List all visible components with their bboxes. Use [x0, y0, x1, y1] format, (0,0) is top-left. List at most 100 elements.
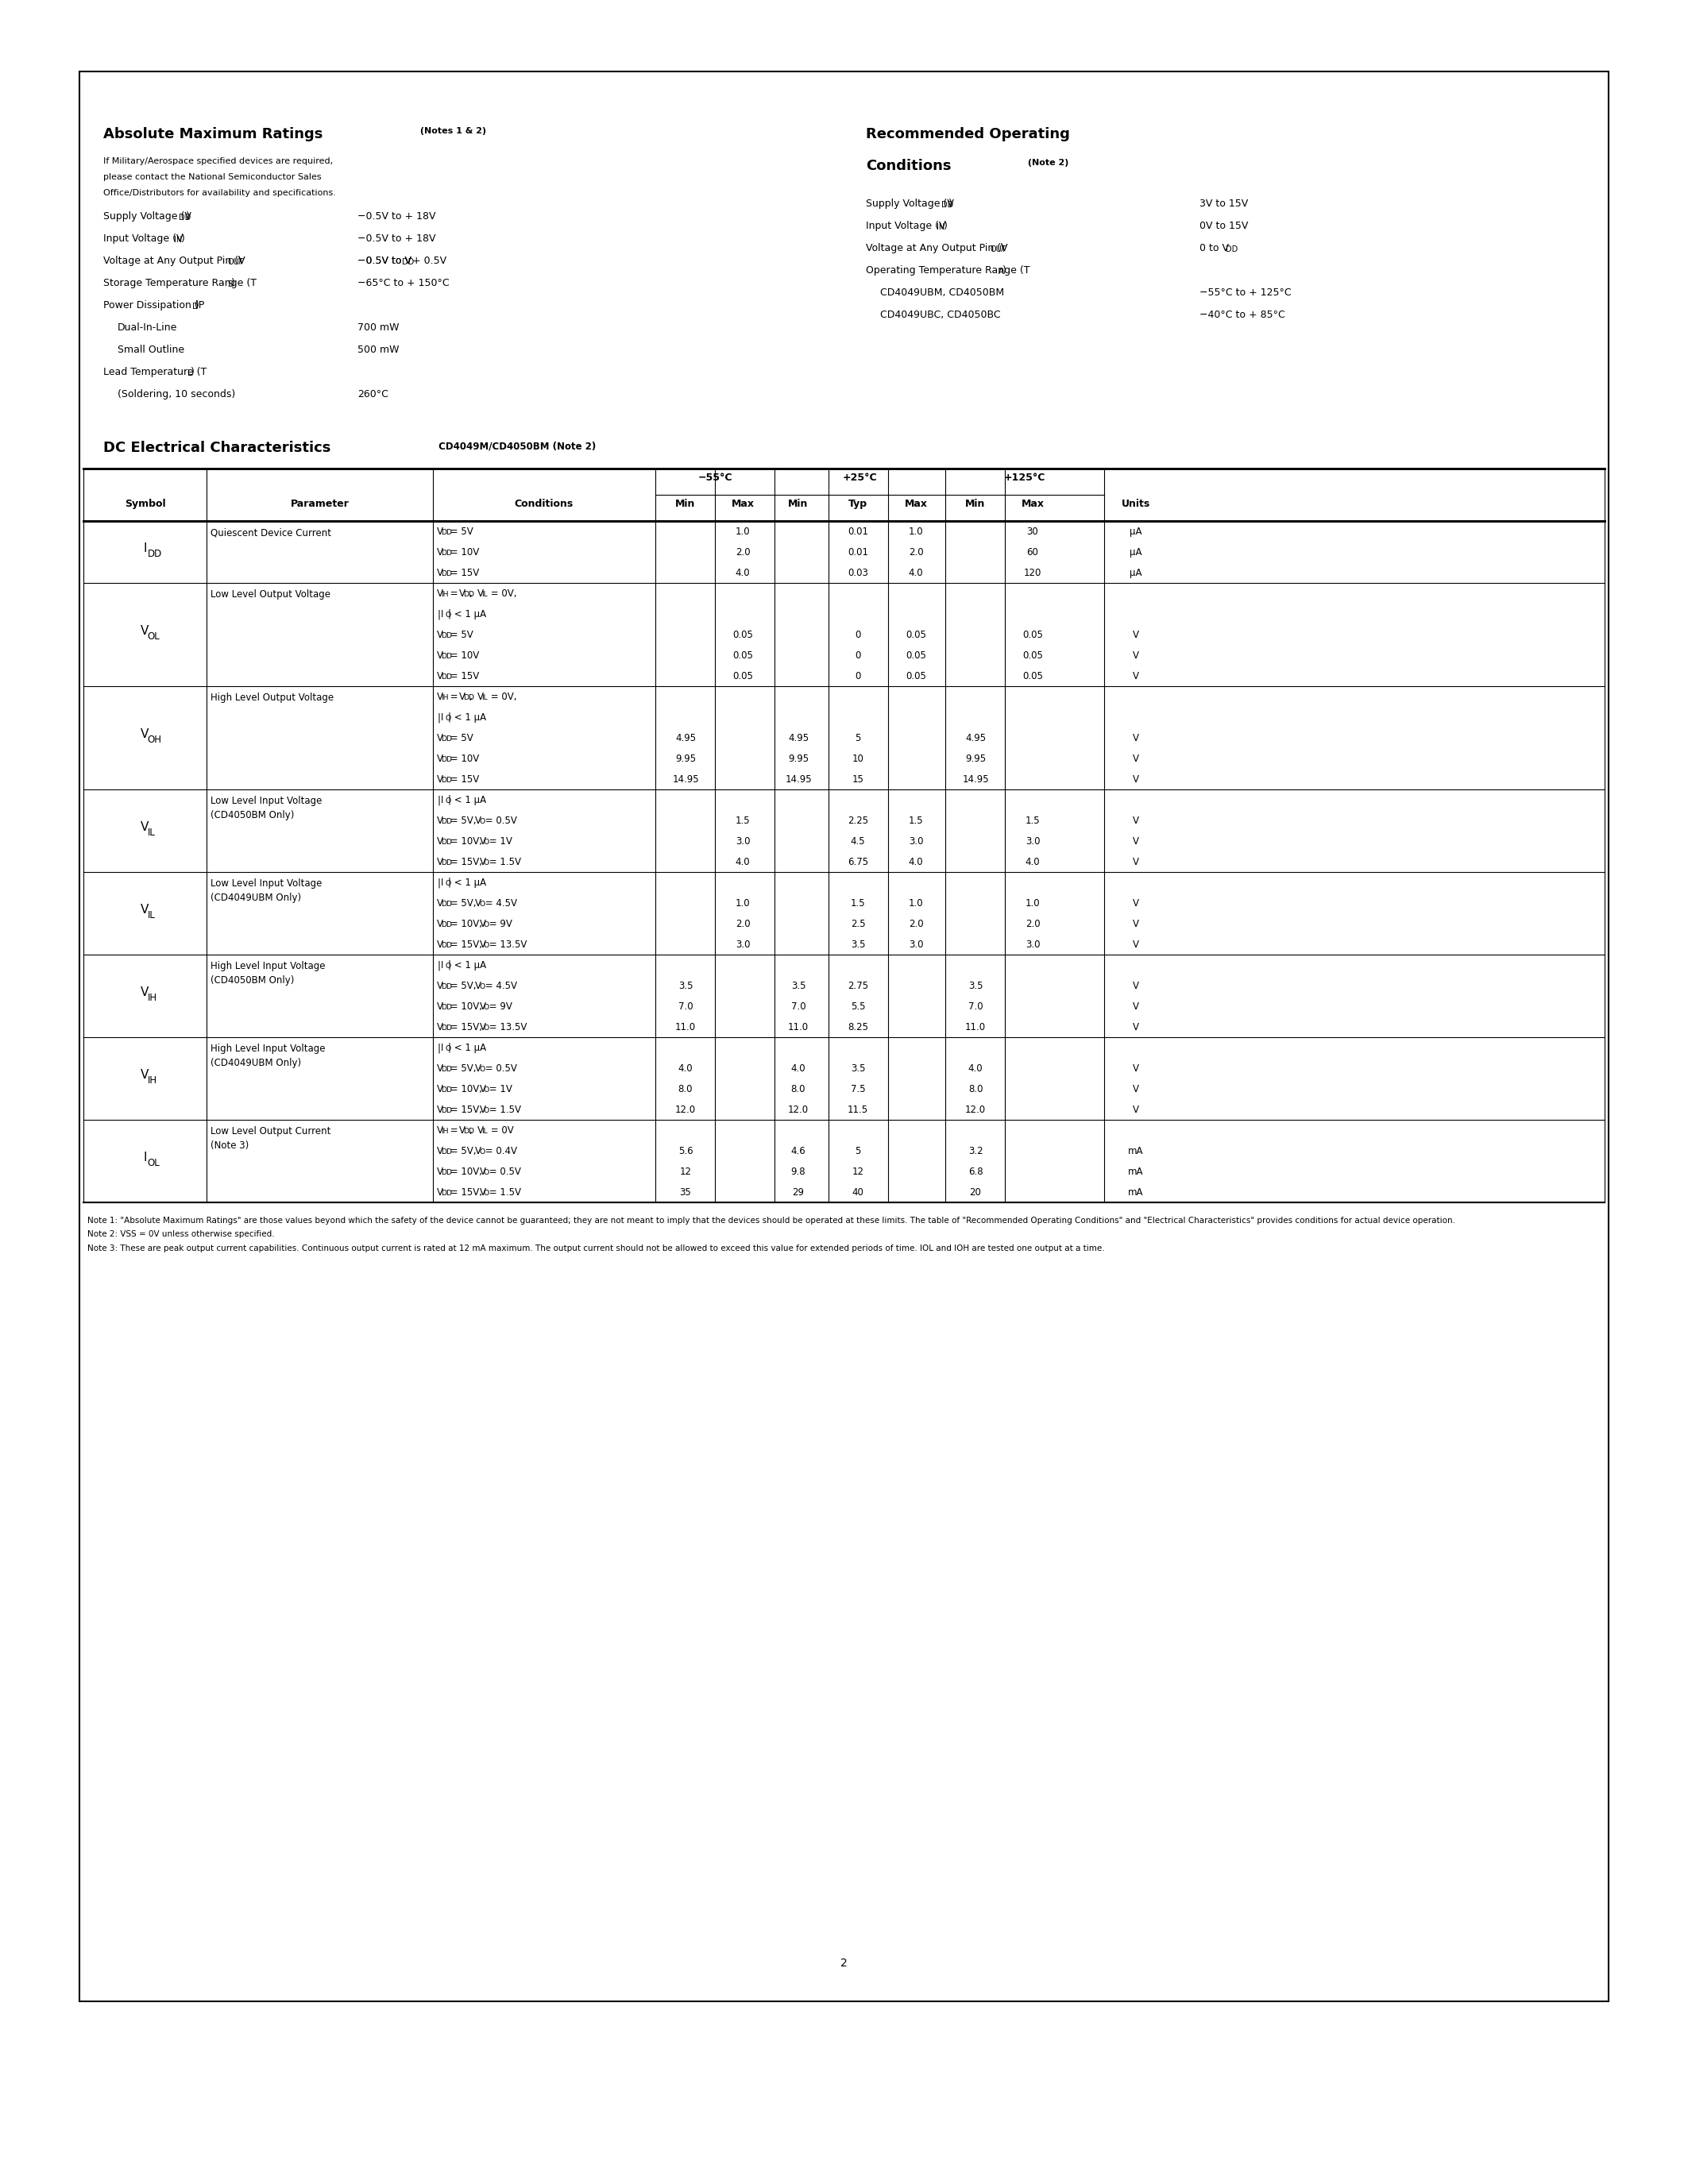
- Text: 6.8: 6.8: [969, 1166, 982, 1177]
- Text: 4.0: 4.0: [736, 568, 749, 579]
- Text: = 10V,: = 10V,: [447, 1002, 484, 1011]
- Text: V: V: [1133, 1105, 1139, 1116]
- Text: 12: 12: [852, 1166, 864, 1177]
- Text: V: V: [1133, 1083, 1139, 1094]
- Text: = 10V,: = 10V,: [447, 1083, 484, 1094]
- Text: 3.5: 3.5: [679, 981, 692, 992]
- Text: O: O: [446, 1044, 451, 1053]
- Text: 14.95: 14.95: [785, 775, 812, 784]
- Text: 4.0: 4.0: [679, 1064, 694, 1075]
- Text: V: V: [459, 587, 466, 598]
- Text: V: V: [437, 1125, 444, 1136]
- Text: μA: μA: [1129, 526, 1143, 537]
- Text: I: I: [143, 542, 147, 555]
- Text: V: V: [437, 651, 444, 662]
- Text: | < 1 μA: | < 1 μA: [447, 878, 486, 889]
- Text: Input Voltage (V: Input Voltage (V: [103, 234, 182, 245]
- Text: (CD4050BM Only): (CD4050BM Only): [211, 810, 294, 821]
- Text: V: V: [1133, 775, 1139, 784]
- Text: V: V: [459, 692, 466, 701]
- Text: V: V: [437, 587, 444, 598]
- Text: V: V: [479, 939, 486, 950]
- Text: | < 1 μA: | < 1 μA: [447, 609, 486, 620]
- Text: 4.95: 4.95: [788, 734, 809, 743]
- Text: = 5V,: = 5V,: [447, 981, 479, 992]
- Text: = 0.4V: = 0.4V: [483, 1147, 518, 1155]
- Text: CD4049M/CD4050BM (Note 2): CD4049M/CD4050BM (Note 2): [436, 441, 596, 452]
- Text: 0V to 15V: 0V to 15V: [1200, 221, 1247, 232]
- Text: V: V: [437, 1022, 444, 1033]
- Text: + 0.5V: + 0.5V: [408, 256, 446, 266]
- Text: 7.5: 7.5: [851, 1083, 866, 1094]
- Text: D: D: [192, 301, 197, 310]
- Text: DD: DD: [441, 1024, 452, 1031]
- Text: please contact the National Semiconductor Sales: please contact the National Semiconducto…: [103, 173, 321, 181]
- Text: 11.0: 11.0: [788, 1022, 809, 1033]
- Text: OUT: OUT: [228, 258, 243, 266]
- Text: ): ): [231, 277, 235, 288]
- Text: V: V: [1133, 981, 1139, 992]
- Text: IH: IH: [441, 590, 449, 598]
- Text: −0.5V to V: −0.5V to V: [358, 256, 412, 266]
- Text: V: V: [437, 856, 444, 867]
- Text: 4.95: 4.95: [966, 734, 986, 743]
- Text: DD: DD: [441, 736, 452, 743]
- Text: 0.05: 0.05: [733, 670, 753, 681]
- Text: 0.05: 0.05: [905, 670, 927, 681]
- Text: = 10V: = 10V: [447, 753, 479, 764]
- Text: O: O: [446, 612, 451, 618]
- Text: DD: DD: [463, 695, 474, 701]
- Text: V: V: [479, 836, 486, 847]
- Text: O: O: [446, 714, 451, 721]
- Text: DD: DD: [463, 590, 474, 598]
- Text: 2: 2: [841, 1957, 847, 1968]
- Text: 5.5: 5.5: [851, 1002, 866, 1011]
- Text: O: O: [483, 1085, 490, 1094]
- Text: | < 1 μA: | < 1 μA: [447, 712, 486, 723]
- Text: V: V: [479, 1022, 486, 1033]
- Text: Input Voltage (V: Input Voltage (V: [866, 221, 945, 232]
- Text: Conditions: Conditions: [515, 498, 574, 509]
- Text: = 10V,: = 10V,: [447, 919, 484, 928]
- Text: OH: OH: [147, 734, 162, 745]
- Text: V: V: [1133, 856, 1139, 867]
- Text: 0.05: 0.05: [733, 651, 753, 662]
- Text: = 0V: = 0V: [488, 1125, 513, 1136]
- Text: DD: DD: [441, 1085, 452, 1094]
- Text: = 13.5V: = 13.5V: [486, 939, 527, 950]
- Text: V: V: [479, 1083, 486, 1094]
- Text: ): ): [1003, 264, 1006, 275]
- Text: 4.0: 4.0: [908, 568, 923, 579]
- Text: Supply Voltage (V: Supply Voltage (V: [103, 212, 191, 221]
- Text: DD: DD: [441, 570, 452, 577]
- Text: IH: IH: [147, 992, 157, 1002]
- Text: V: V: [437, 939, 444, 950]
- Text: O: O: [483, 1005, 490, 1011]
- Text: V: V: [476, 981, 481, 992]
- Text: V: V: [140, 727, 149, 740]
- Text: O: O: [483, 1024, 490, 1031]
- Text: O: O: [479, 1066, 484, 1072]
- Text: DD: DD: [441, 900, 452, 909]
- Text: DD: DD: [1225, 245, 1239, 253]
- Text: O: O: [483, 922, 490, 928]
- Text: 12.0: 12.0: [675, 1105, 695, 1116]
- Text: = 10V,: = 10V,: [447, 836, 484, 847]
- Text: V: V: [437, 775, 444, 784]
- Text: DD: DD: [441, 1066, 452, 1072]
- Text: V: V: [1133, 836, 1139, 847]
- Text: IL: IL: [147, 911, 155, 919]
- Text: DD: DD: [441, 673, 452, 681]
- Text: ,: ,: [469, 1125, 476, 1136]
- Text: IN: IN: [174, 236, 182, 245]
- Text: V: V: [140, 904, 149, 915]
- Text: |: |: [437, 961, 441, 970]
- Text: ,: ,: [469, 692, 476, 701]
- Text: 12: 12: [680, 1166, 692, 1177]
- Text: |: |: [437, 712, 441, 723]
- Text: = 4.5V: = 4.5V: [483, 981, 518, 992]
- Text: Max: Max: [905, 498, 927, 509]
- Text: IL: IL: [481, 695, 488, 701]
- Text: 8.0: 8.0: [679, 1083, 692, 1094]
- Text: DD: DD: [441, 922, 452, 928]
